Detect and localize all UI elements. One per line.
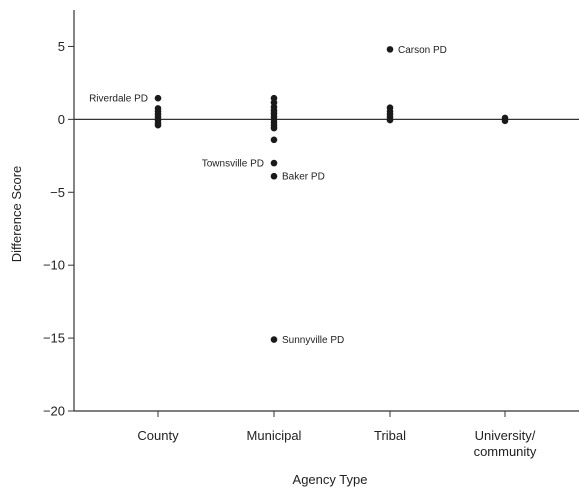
point-annotations: Riverdale PD Carson PD Townsville PD Baker … — [89, 45, 447, 346]
data-point — [270, 159, 278, 167]
x-category-label: County — [137, 428, 179, 443]
x-category-label: University/ — [475, 428, 536, 443]
point-annotation: Riverdale PD — [89, 94, 148, 105]
y-axis-title: Difference Score — [9, 166, 24, 263]
data-point — [386, 116, 394, 124]
y-tick-label: −20 — [43, 404, 65, 419]
y-tick-label: 5 — [58, 39, 65, 54]
data-point — [270, 136, 278, 144]
y-tick-label: −5 — [50, 185, 65, 200]
data-point — [270, 172, 278, 180]
plot-frame — [73, 10, 579, 412]
data-point — [270, 336, 278, 343]
point-annotation: Baker PD — [282, 172, 325, 183]
point-annotation: Carson PD — [398, 45, 447, 56]
x-category-label: community — [474, 444, 537, 459]
x-category-label: Tribal — [374, 428, 406, 443]
data-point — [154, 94, 162, 102]
data-points — [154, 46, 509, 343]
x-axis-ticks: County Municipal Tribal University/communit… — [137, 411, 537, 459]
data-point — [154, 121, 162, 129]
y-tick-label: −10 — [43, 258, 65, 273]
x-category-label: Municipal — [247, 428, 302, 443]
data-point — [270, 124, 278, 132]
data-point — [501, 117, 509, 125]
y-axis-ticks: 5 0 −5 −10 −15 −20 — [43, 39, 74, 419]
y-tick-label: 0 — [58, 112, 65, 127]
x-axis-title: Agency Type — [293, 472, 368, 487]
point-annotation: Townsville PD — [202, 159, 264, 170]
y-tick-label: −15 — [43, 331, 65, 346]
data-point — [386, 46, 394, 53]
point-annotation: Sunnyville PD — [282, 335, 344, 346]
